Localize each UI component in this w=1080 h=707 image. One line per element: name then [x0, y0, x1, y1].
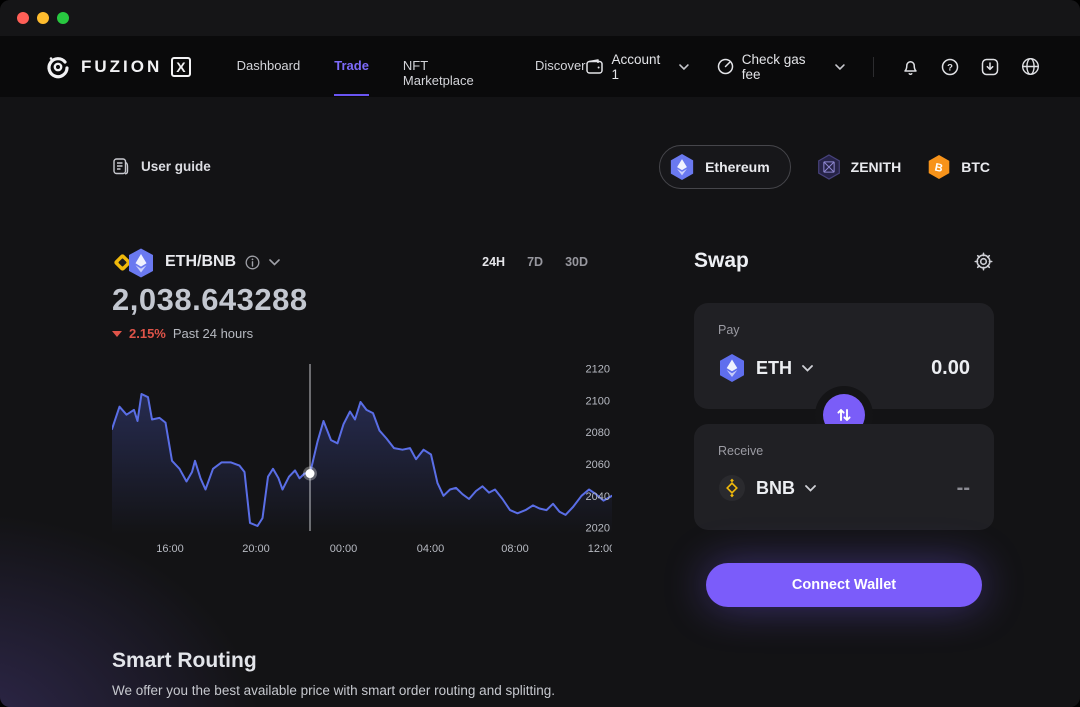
range-7d[interactable]: 7D	[527, 255, 544, 269]
network-tabs: Ethereum ZENITH B BTC	[659, 145, 990, 189]
pair-price: 2,038.643288	[112, 282, 308, 317]
pair-token-icons	[112, 247, 156, 278]
pair-selector[interactable]: ETH/BNB	[112, 247, 280, 278]
wallet-icon	[585, 58, 604, 75]
svg-text:2120: 2120	[586, 364, 610, 376]
svg-text:B: B	[934, 162, 944, 175]
zoom-window-button[interactable]	[57, 12, 69, 24]
receive-token-name: BNB	[756, 477, 795, 498]
main-content: User guide	[0, 97, 1080, 707]
nav-item-nft-marketplace[interactable]: NFT Marketplace	[402, 57, 474, 88]
settings-gear-icon[interactable]	[973, 251, 994, 272]
receive-card: Receive BNB	[694, 424, 994, 530]
logo-x-badge: X	[171, 56, 191, 77]
pay-token-selector[interactable]: ETH	[718, 353, 813, 383]
chevron-down-icon	[802, 364, 813, 372]
eth-hex-icon	[718, 353, 746, 383]
range-30d[interactable]: 30D	[565, 255, 588, 269]
navbar-divider	[873, 56, 874, 77]
document-icon	[112, 157, 131, 176]
svg-text:2040: 2040	[586, 491, 610, 503]
account-label: Account 1	[611, 51, 661, 82]
network-tab-btc[interactable]: B BTC	[927, 154, 990, 180]
bnb-circle-icon	[718, 474, 746, 502]
brand-logo[interactable]: FUZION X	[44, 53, 191, 81]
svg-text:2080: 2080	[586, 427, 610, 439]
change-percent: 2.15%	[129, 326, 166, 341]
range-24h[interactable]: 24H	[482, 255, 506, 269]
swap-arrows-icon	[837, 409, 851, 421]
price-chart[interactable]: 2120 2100 2080 2060 2040 2020 16:00 20:00 00:00 0…	[112, 359, 612, 559]
navbar-right-controls: Account 1 Check gas fee	[585, 51, 1040, 82]
change-period: Past 24 hours	[172, 326, 254, 341]
smart-routing-section: Smart Routing We offer you the best avai…	[112, 649, 555, 698]
chevron-down-icon	[835, 63, 845, 70]
bnb-icon	[114, 254, 131, 271]
pay-label: Pay	[718, 323, 740, 337]
receive-label: Receive	[718, 444, 764, 458]
pay-amount-input[interactable]: 0.00	[931, 356, 970, 379]
pay-token-name: ETH	[756, 357, 792, 378]
svg-text:04:00: 04:00	[417, 543, 445, 555]
btc-hex-icon: B	[927, 154, 951, 180]
logo-swirl-icon	[44, 53, 72, 81]
chevron-down-icon	[679, 63, 689, 70]
swap-header: Swap	[694, 249, 994, 273]
pair-name: ETH/BNB	[165, 253, 237, 270]
download-icon[interactable]	[981, 58, 999, 76]
info-icon[interactable]	[245, 255, 260, 270]
svg-text:08:00: 08:00	[501, 543, 529, 555]
swap-title: Swap	[694, 249, 749, 272]
gas-fee-selector[interactable]: Check gas fee	[717, 52, 845, 82]
window-titlebar	[0, 0, 1080, 36]
gauge-icon	[717, 58, 734, 75]
pay-card: Pay ETH 0.00	[694, 303, 994, 409]
nav-item-discover[interactable]: Discover	[534, 57, 586, 73]
time-range-group: 24H 7D 30D	[482, 255, 588, 269]
top-navbar: FUZION X Dashboard Trade NFT Marketplace Di…	[0, 36, 1080, 97]
help-icon[interactable]: ?	[941, 58, 959, 76]
svg-text:?: ?	[947, 62, 953, 73]
logo-wordmark: FUZION	[81, 56, 163, 76]
navbar-icon-group: ?	[902, 57, 1040, 76]
chevron-down-icon	[805, 484, 816, 492]
svg-text:20:00: 20:00	[242, 543, 270, 555]
connect-wallet-button[interactable]: Connect Wallet	[706, 563, 982, 607]
eth-icon	[129, 248, 153, 278]
pair-row: ETH/BNB 24H 7D 30D	[112, 247, 588, 278]
minimize-window-button[interactable]	[37, 12, 49, 24]
price-change-row: 2.15% Past 24 hours	[112, 326, 253, 341]
nav-item-trade[interactable]: Trade	[334, 38, 369, 96]
change-down-arrow-icon	[112, 330, 122, 337]
globe-icon[interactable]	[1021, 57, 1040, 76]
svg-text:12:00: 12:00	[588, 543, 612, 555]
smart-routing-title: Smart Routing	[112, 649, 257, 672]
svg-text:00:00: 00:00	[330, 543, 358, 555]
close-window-button[interactable]	[17, 12, 29, 24]
svg-text:2020: 2020	[586, 523, 610, 535]
smart-routing-subtitle: We offer you the best available price wi…	[112, 683, 555, 698]
zenith-hex-icon	[817, 154, 841, 180]
account-selector[interactable]: Account 1	[585, 51, 689, 82]
bell-icon[interactable]	[902, 58, 919, 76]
receive-amount-value: --	[956, 476, 970, 499]
svg-text:2060: 2060	[586, 459, 610, 471]
user-guide-label: User guide	[141, 159, 211, 174]
nav-item-dashboard[interactable]: Dashboard	[236, 57, 301, 73]
gas-fee-label: Check gas fee	[741, 51, 806, 82]
svg-text:16:00: 16:00	[156, 543, 184, 555]
svg-text:2100: 2100	[586, 395, 610, 407]
network-tab-ethereum[interactable]: Ethereum	[659, 145, 791, 189]
nav-links: Dashboard Trade NFT Marketplace Discover	[237, 38, 586, 96]
user-guide-link[interactable]: User guide	[112, 157, 211, 176]
network-tab-zenith[interactable]: ZENITH	[817, 154, 901, 180]
chevron-down-icon	[269, 258, 280, 266]
receive-token-selector[interactable]: BNB	[718, 474, 816, 502]
eth-hex-icon	[669, 153, 695, 181]
